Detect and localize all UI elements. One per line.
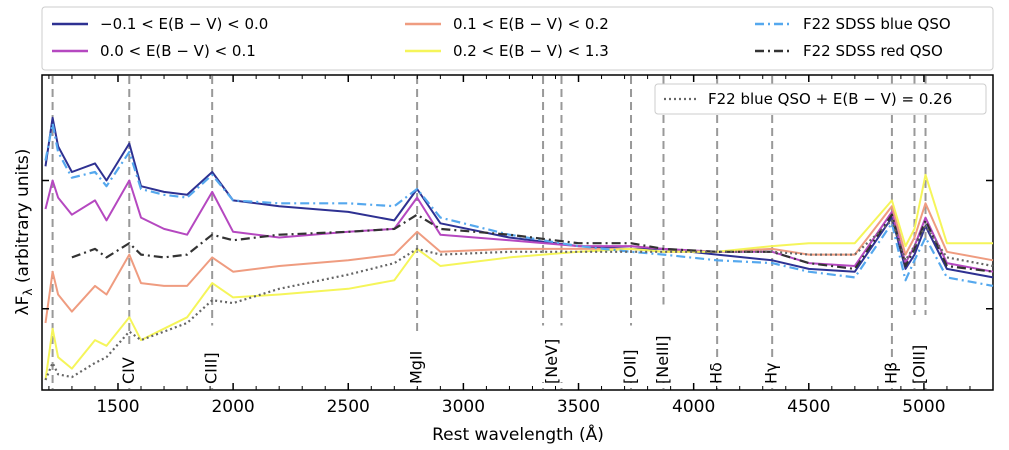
legend-label: F22 SDSS blue QSO [803, 15, 951, 33]
legend-label: 0.0 < E(B − V) < 0.1 [100, 42, 256, 60]
x-tick-label: 3000 [442, 397, 485, 417]
emission-line-label-bg [620, 325, 643, 382]
emission-line-label-bg [880, 357, 903, 382]
x-tick-label: 2500 [327, 397, 370, 417]
inset-legend-frame [654, 83, 987, 115]
legend-label: F22 SDSS red QSO [803, 42, 943, 60]
x-tick-label: 1500 [96, 397, 139, 417]
emission-line-label-bg [909, 315, 932, 382]
inset-legend-label: F22 blue QSO + E(B − V) = 0.26 [708, 90, 952, 108]
y-axis-label-rest: (arbitrary units) [13, 149, 33, 289]
legend-label: 0.1 < E(B − V) < 0.2 [453, 15, 609, 33]
emission-line-label: CIII] [202, 352, 221, 384]
emission-line-label: [NeV] [542, 339, 561, 384]
series-line [44, 202, 994, 324]
legend-items: −0.1 < E(B − V) < 0.0 0.0 < E(B − V) < 0.… [52, 15, 951, 60]
x-tick-label: 3500 [557, 397, 600, 417]
inset-legend: F22 blue QSO + E(B − V) = 0.26 [654, 83, 987, 115]
legend: −0.1 < E(B − V) < 0.0 0.0 < E(B − V) < 0.… [41, 6, 994, 71]
emission-line-label: Hβ [881, 362, 900, 384]
series-line [44, 219, 994, 381]
legend-label: 0.2 < E(B − V) < 1.3 [453, 42, 609, 60]
y-axis-ticks [42, 179, 993, 310]
series-line [44, 179, 994, 273]
x-tick-label: 4500 [787, 397, 830, 417]
emission-line-label: CIV [119, 357, 138, 384]
emission-line-label: Hγ [762, 363, 781, 385]
y-axis-label-sub: λ [21, 288, 35, 295]
emission-line-labels: CIV CIII] MgII [NeV] [OII] [NeIII] Hδ Hγ Hβ [OIII… [118, 304, 932, 385]
legend-label: −0.1 < E(B − V) < 0.0 [100, 15, 268, 33]
series-line [44, 122, 994, 287]
emission-line-label: [OII] [621, 349, 640, 384]
plot-frame [41, 74, 994, 391]
emission-line-label-bg [541, 325, 564, 382]
y-axis-label: λFλ (arbitrary units) [13, 149, 35, 316]
x-tick-label: 5000 [902, 397, 945, 417]
emission-line-label-bg [118, 346, 141, 382]
x-axis-ticks: 1500 2000 2500 3000 3500 4000 4500 5000 [48, 75, 994, 417]
emission-line-label: Hδ [707, 362, 726, 384]
emission-line-label: MgII [407, 351, 426, 384]
emission-line-label-bg [201, 325, 224, 382]
emission-line-label-bg [761, 357, 784, 382]
legend-frame [41, 6, 994, 71]
emission-line-label-bg [706, 357, 729, 382]
emission-line-label-bg [406, 336, 429, 382]
x-tick-label: 2000 [211, 397, 254, 417]
y-axis-label-main: λF [13, 296, 33, 316]
spectra-series [44, 116, 994, 381]
x-tick-label: 4000 [672, 397, 715, 417]
emission-line-label-bg [652, 304, 675, 382]
emission-line-label: [NeIII] [653, 336, 672, 384]
x-axis-label: Rest wavelength (Å) [432, 423, 604, 445]
plot-area: CIV CIII] MgII [NeV] [OII] [NeIII] Hδ Hγ Hβ [OIII… [41, 74, 994, 417]
emission-line-label: [OIII] [910, 345, 929, 384]
series-line [71, 213, 994, 273]
